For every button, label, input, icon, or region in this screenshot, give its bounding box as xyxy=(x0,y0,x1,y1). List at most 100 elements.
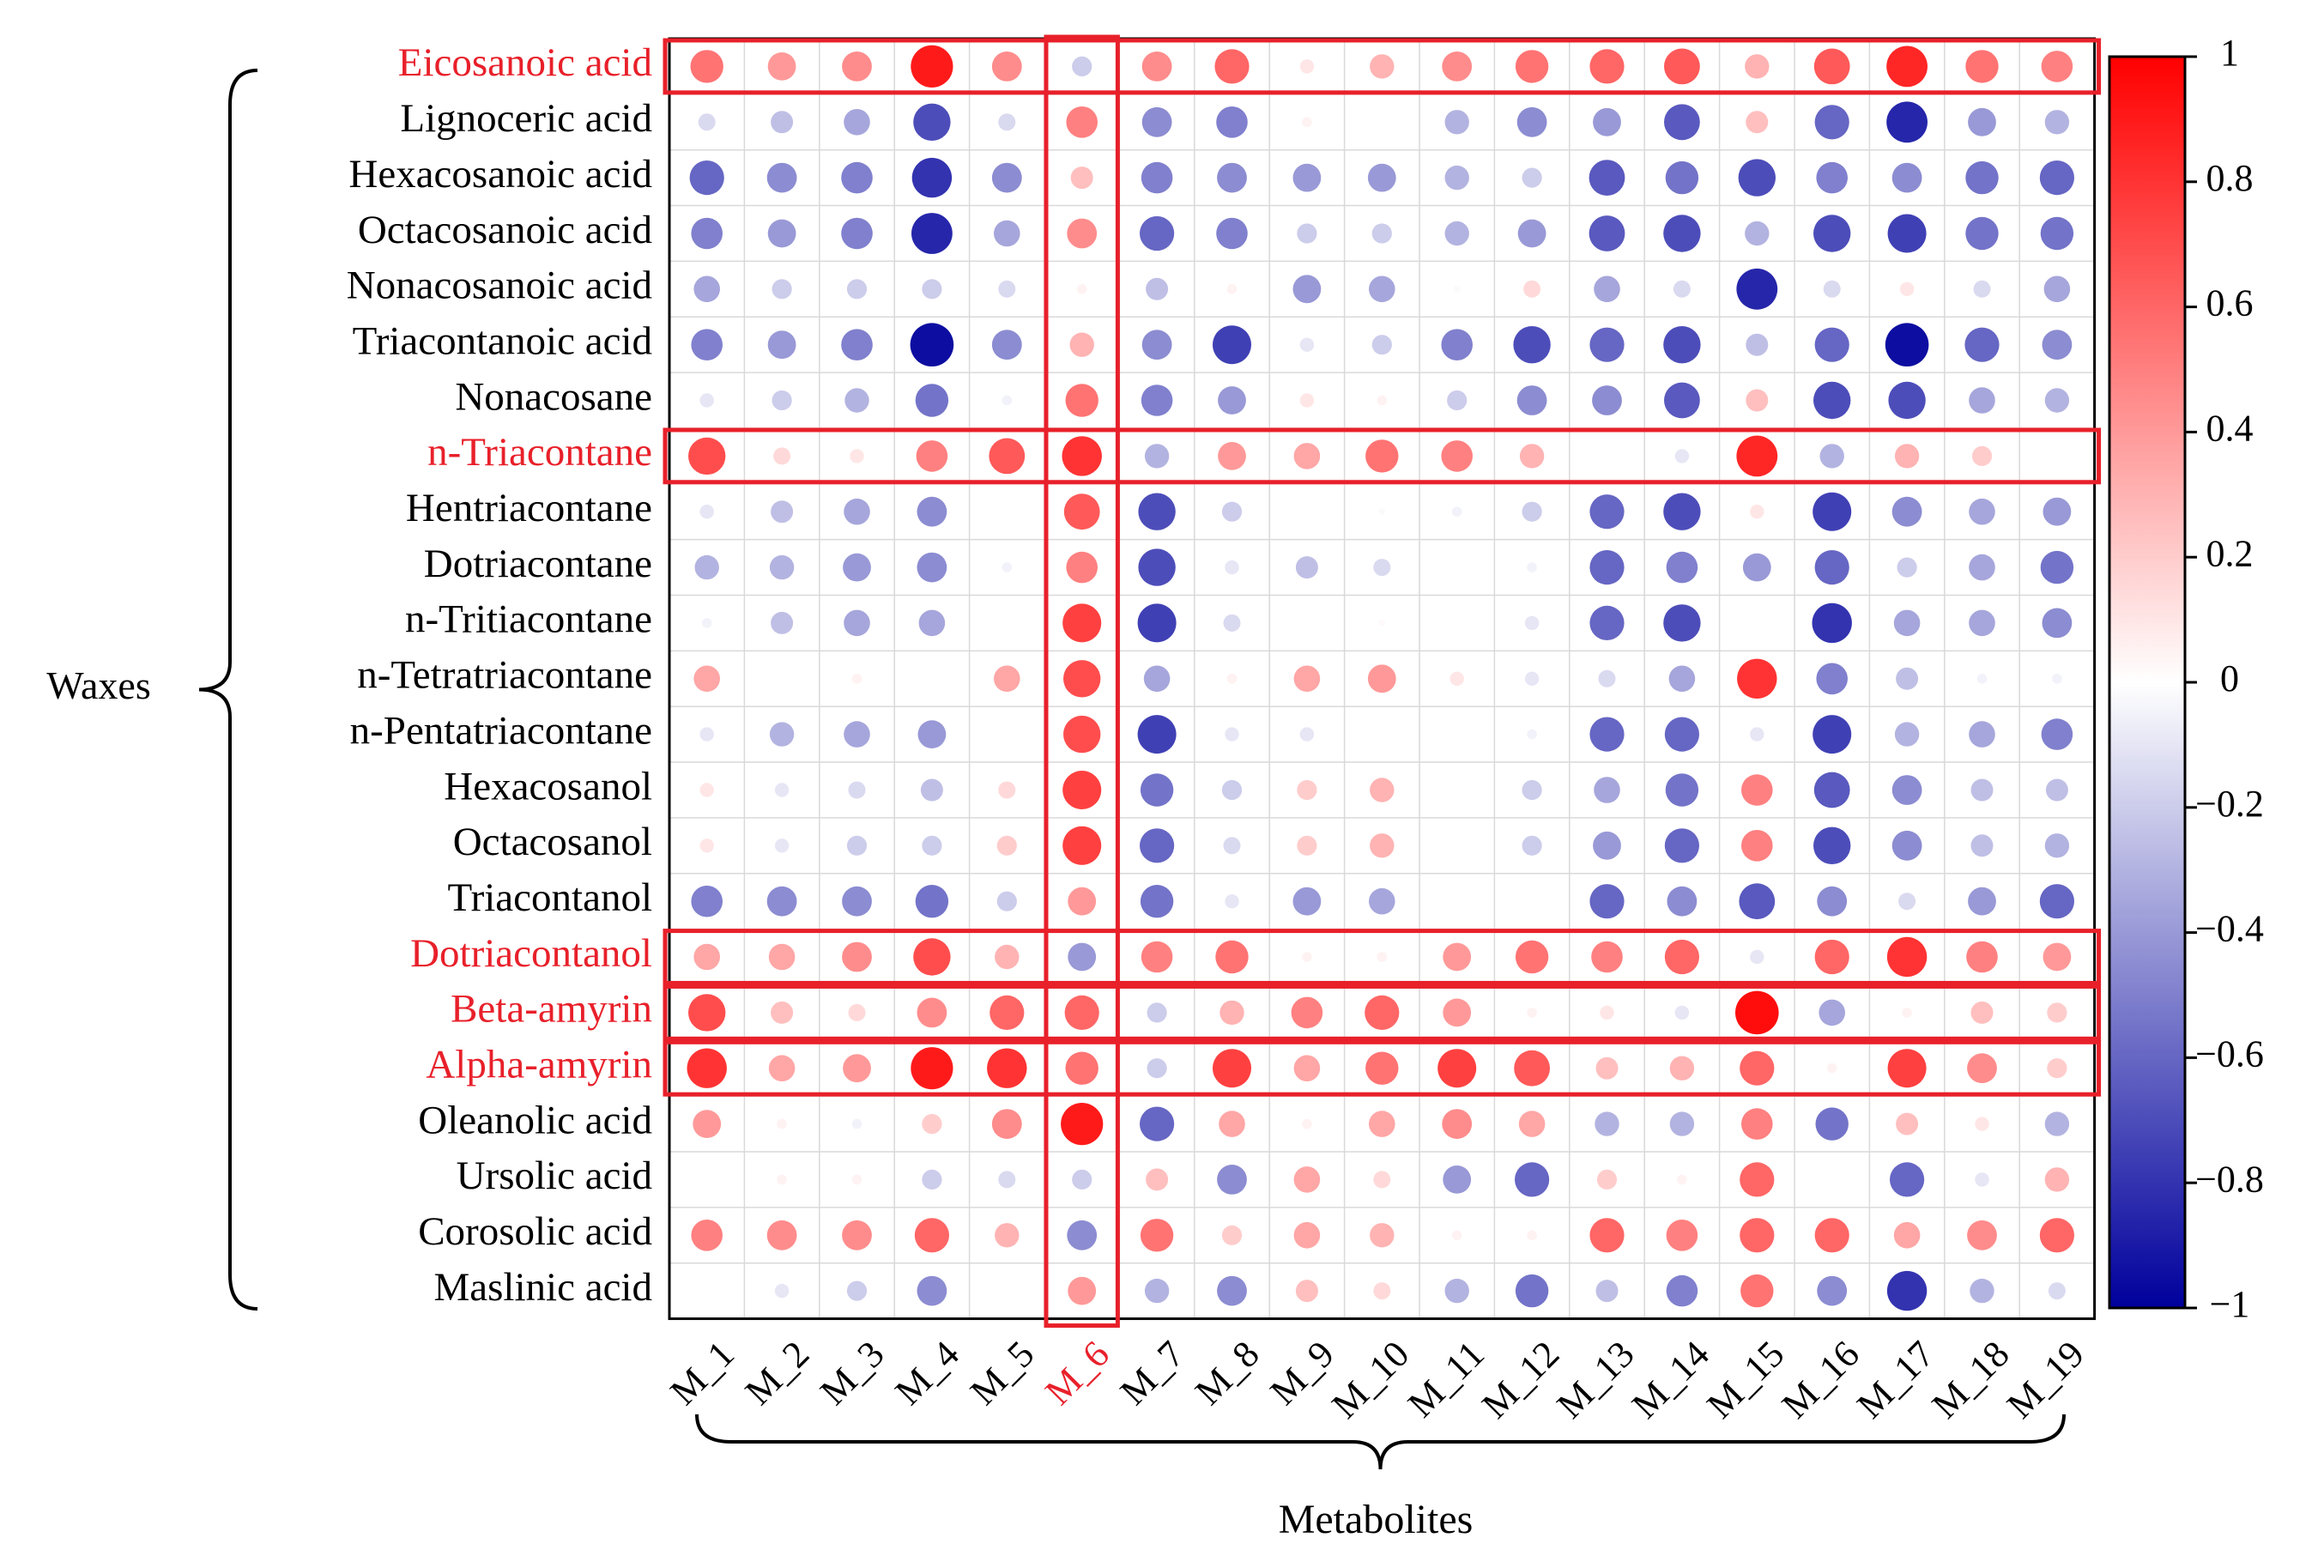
colorbar: 1 0.8 0.6 0.4 0.2 0 −0.2 −0.4 −0.6 −0.8 −1 xyxy=(2108,32,2264,1325)
bubble-alpha-amyrin-m-13 xyxy=(1595,1056,1619,1080)
bubble-oleanolic-acid-m-4 xyxy=(922,1114,942,1135)
bubble-oleanolic-acid-m-11 xyxy=(1442,1109,1473,1139)
bubble-n-triacontane-m-1 xyxy=(688,437,726,475)
bubble-octacosanoic-acid-m-4 xyxy=(911,213,953,254)
bubble-nonacosane-m-19 xyxy=(2044,388,2070,413)
bubble-dotriacontane-m-10 xyxy=(1373,559,1391,577)
bubble-nonacosanoic-acid-m-13 xyxy=(1594,275,1620,303)
bubble-alpha-amyrin-m-6 xyxy=(1065,1051,1098,1085)
bubble-alpha-amyrin-m-12 xyxy=(1514,1050,1550,1087)
colorbar-tick-label: 0.8 xyxy=(2206,157,2254,199)
bubble-hexacosanol-m-13 xyxy=(1594,777,1620,803)
bubble-eicosanoic-acid-m-6 xyxy=(1072,56,1092,76)
bubble-nonacosanoic-acid-m-11 xyxy=(1454,286,1461,293)
bubble-n-tritiacontane-m-14 xyxy=(1663,604,1701,642)
bubble-n-tetratriacontane-m-15 xyxy=(1737,658,1777,699)
bubble-octacosanol-m-10 xyxy=(1370,833,1395,858)
bubble-alpha-amyrin-m-7 xyxy=(1147,1058,1167,1079)
bubble-n-pentatriacontane-m-3 xyxy=(844,721,870,748)
bubble-oleanolic-acid-m-14 xyxy=(1669,1111,1695,1136)
bubble-n-triacontane-m-14 xyxy=(1674,449,1690,463)
bubble-dotriacontanol-m-8 xyxy=(1215,940,1249,974)
bubble-dotriacontane-m-16 xyxy=(1814,550,1849,585)
bubble-oleanolic-acid-m-19 xyxy=(2044,1111,2070,1136)
row-label-hentriacontane: Hentriacontane xyxy=(406,486,652,530)
bubble-hexacosanoic-acid-m-7 xyxy=(1141,161,1173,194)
row-label-nonacosanoic-acid: Nonacosanoic acid xyxy=(347,263,652,308)
bubble-nonacosanoic-acid-m-15 xyxy=(1736,268,1778,310)
bubble-lignoceric-acid-m-11 xyxy=(1444,110,1469,135)
column-label-m-12: M_12 xyxy=(1474,1333,1567,1426)
bubble-beta-amyrin-m-4 xyxy=(917,997,947,1028)
bubble-nonacosane-m-16 xyxy=(1813,381,1851,420)
bubble-nonacosane-m-12 xyxy=(1516,385,1547,415)
bubble-n-triacontane-m-18 xyxy=(1971,445,1993,467)
bubble-n-triacontane-m-17 xyxy=(1894,444,1920,469)
bubble-triacontanoic-acid-m-4 xyxy=(910,323,954,367)
bubble-n-triacontane-m-2 xyxy=(773,447,791,465)
bubble-nonacosanoic-acid-m-12 xyxy=(1523,280,1541,298)
bubble-nonacosanoic-acid-m-14 xyxy=(1673,280,1691,298)
bubble-n-tetratriacontane-m-13 xyxy=(1598,669,1616,687)
bubble-nonacosane-m-9 xyxy=(1299,393,1315,408)
bubble-octacosanoic-acid-m-14 xyxy=(1663,215,1701,252)
bubble-dotriacontanol-m-3 xyxy=(842,941,872,972)
row-label-octacosanol: Octacosanol xyxy=(453,820,652,864)
bubble-octacosanoic-acid-m-6 xyxy=(1067,218,1098,249)
bubble-n-tetratriacontane-m-6 xyxy=(1063,660,1101,698)
bubble-nonacosane-m-15 xyxy=(1746,389,1769,412)
bubble-beta-amyrin-m-5 xyxy=(990,995,1025,1030)
bubble-nonacosane-m-18 xyxy=(1969,387,1995,414)
bubble-n-tetratriacontane-m-3 xyxy=(851,674,862,684)
bubble-dotriacontanol-m-4 xyxy=(913,938,951,976)
bubble-ursolic-acid-m-12 xyxy=(1515,1162,1550,1197)
row-label-n-tetratriacontane: n-Tetratriacontane xyxy=(357,653,652,698)
bubble-triacontanoic-acid-m-12 xyxy=(1513,326,1551,364)
bubble-dotriacontanol-m-14 xyxy=(1664,939,1699,975)
bubble-dotriacontane-m-13 xyxy=(1589,550,1625,585)
highlight-row-beta-amyrin xyxy=(663,984,2102,1041)
bubble-triacontanol-m-2 xyxy=(766,886,797,917)
bubble-nonacosanoic-acid-m-3 xyxy=(846,279,868,300)
bubble-hentriacontane-m-6 xyxy=(1063,493,1100,530)
bubble-beta-amyrin-m-18 xyxy=(1970,1001,1994,1024)
colorbar-tick-label: 0.2 xyxy=(2206,532,2254,574)
bubble-eicosanoic-acid-m-15 xyxy=(1745,54,1770,79)
bubble-eicosanoic-acid-m-18 xyxy=(1965,50,1999,83)
bubble-corosolic-acid-m-12 xyxy=(1527,1230,1537,1241)
bubble-dotriacontanol-m-11 xyxy=(1443,942,1472,972)
colorbar-tick-label: −0.8 xyxy=(2195,1158,2264,1200)
bubble-triacontanol-m-4 xyxy=(915,885,949,918)
bubble-lignoceric-acid-m-4 xyxy=(913,103,951,141)
bubble-n-tritiacontane-m-10 xyxy=(1378,620,1386,627)
bubble-n-pentatriacontane-m-19 xyxy=(2041,718,2073,750)
bubble-n-triacontane-m-7 xyxy=(1144,444,1170,469)
bubble-alpha-amyrin-m-18 xyxy=(1967,1053,1997,1084)
bubble-ursolic-acid-m-14 xyxy=(1677,1174,1687,1185)
bubble-corosolic-acid-m-14 xyxy=(1666,1220,1698,1251)
bubble-nonacosane-m-1 xyxy=(699,393,714,408)
bubble-n-triacontane-m-9 xyxy=(1293,443,1321,469)
bubble-n-tritiacontane-m-16 xyxy=(1812,602,1852,644)
column-label-m-10: M_10 xyxy=(1323,1333,1417,1426)
bubble-octacosanol-m-2 xyxy=(774,838,790,853)
bubble-lignoceric-acid-m-13 xyxy=(1593,107,1621,136)
bubble-n-tritiacontane-m-8 xyxy=(1223,614,1241,632)
bubble-n-triacontane-m-8 xyxy=(1218,442,1246,470)
row-label-lignoceric-acid: Lignoceric acid xyxy=(400,96,652,141)
bubble-n-triacontane-m-10 xyxy=(1365,439,1399,473)
bubble-beta-amyrin-m-12 xyxy=(1527,1008,1537,1018)
bubble-triacontanol-m-18 xyxy=(1968,887,1996,916)
bubble-nonacosanoic-acid-m-18 xyxy=(1973,280,1991,298)
bubble-beta-amyrin-m-2 xyxy=(771,1001,794,1024)
bubble-corosolic-acid-m-9 xyxy=(1293,1222,1321,1249)
bubble-triacontanol-m-15 xyxy=(1739,883,1776,920)
row-label-hexacosanol: Hexacosanol xyxy=(444,764,652,808)
bubble-maslinic-acid-m-19 xyxy=(2048,1282,2066,1300)
bubble-oleanolic-acid-m-18 xyxy=(1975,1117,1989,1131)
bubble-eicosanoic-acid-m-3 xyxy=(842,51,872,82)
bubble-eicosanoic-acid-m-17 xyxy=(1886,45,1928,88)
bubble-corosolic-acid-m-15 xyxy=(1740,1218,1775,1253)
bubble-dotriacontanol-m-13 xyxy=(1591,941,1623,973)
bubble-n-tritiacontane-m-13 xyxy=(1589,605,1625,641)
